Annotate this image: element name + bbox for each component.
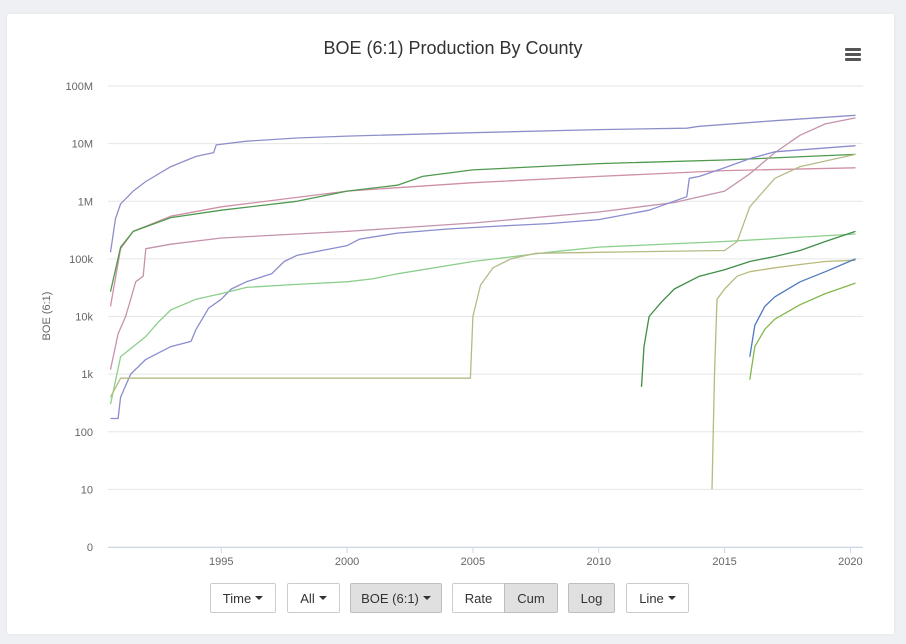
- x-tick-label: 2005: [461, 556, 485, 568]
- series-line-4[interactable]: [109, 117, 856, 370]
- y-tick-label: 1M: [78, 196, 93, 208]
- gridlines: [108, 85, 863, 548]
- line-label: Line: [639, 590, 664, 606]
- y-axis-label: BOE (6:1): [41, 292, 53, 341]
- x-tick-label: 2015: [712, 556, 736, 568]
- y-tick-labels: 0 10 100 1k 10k 100k 1M 10M 100M: [65, 81, 93, 554]
- chevron-down-icon: [667, 596, 676, 600]
- line-dropdown-button[interactable]: Line: [626, 583, 689, 613]
- cum-button[interactable]: Cum: [504, 583, 558, 613]
- time-label: Time: [222, 590, 252, 606]
- y-tick-label: 100k: [69, 254, 93, 266]
- series-line-6[interactable]: [109, 233, 856, 405]
- series-line-10[interactable]: [749, 258, 856, 357]
- series-line-7[interactable]: [109, 153, 856, 398]
- boe-dropdown-button[interactable]: BOE (6:1): [350, 583, 442, 613]
- cum-label: Cum: [517, 590, 545, 606]
- series-line-3[interactable]: [109, 153, 856, 292]
- rate-button[interactable]: Rate: [452, 583, 505, 613]
- x-tick-label: 2010: [587, 556, 611, 568]
- series-line-11[interactable]: [749, 282, 856, 380]
- chart-title: BOE (6:1) Production By County: [323, 38, 583, 58]
- boe-label: BOE (6:1): [361, 590, 419, 606]
- chevron-down-icon: [422, 596, 431, 600]
- x-tick-labels: 1995 2000 2005 2010 2015 2020: [209, 547, 863, 568]
- y-tick-label: 10M: [72, 139, 93, 151]
- series-line-1[interactable]: [109, 114, 856, 253]
- rate-label: Rate: [464, 590, 493, 606]
- y-tick-label: 10: [81, 484, 93, 496]
- hamburger-menu-icon[interactable]: [844, 47, 862, 63]
- y-tick-label: 0: [87, 542, 93, 554]
- all-dropdown-button[interactable]: All: [287, 583, 340, 613]
- series-line-5[interactable]: [110, 145, 856, 420]
- y-tick-label: 1k: [81, 369, 93, 381]
- chevron-down-icon: [318, 596, 327, 600]
- x-tick-label: 2020: [838, 556, 862, 568]
- y-tick-label: 100M: [65, 81, 93, 93]
- time-dropdown-button[interactable]: Time: [210, 583, 276, 613]
- log-toggle-button[interactable]: Log: [568, 583, 615, 613]
- x-tick-label: 2000: [335, 556, 359, 568]
- y-tick-label: 10k: [75, 312, 93, 324]
- all-label: All: [300, 590, 315, 606]
- series-line-2[interactable]: [109, 167, 856, 307]
- chevron-down-icon: [255, 596, 264, 600]
- y-tick-label: 100: [75, 427, 93, 439]
- log-label: Log: [580, 590, 603, 606]
- series-line-8[interactable]: [640, 230, 856, 387]
- series-line-9[interactable]: [711, 259, 856, 490]
- x-tick-label: 1995: [209, 556, 233, 568]
- chart-panel: [7, 14, 894, 634]
- series-lines: [109, 114, 856, 490]
